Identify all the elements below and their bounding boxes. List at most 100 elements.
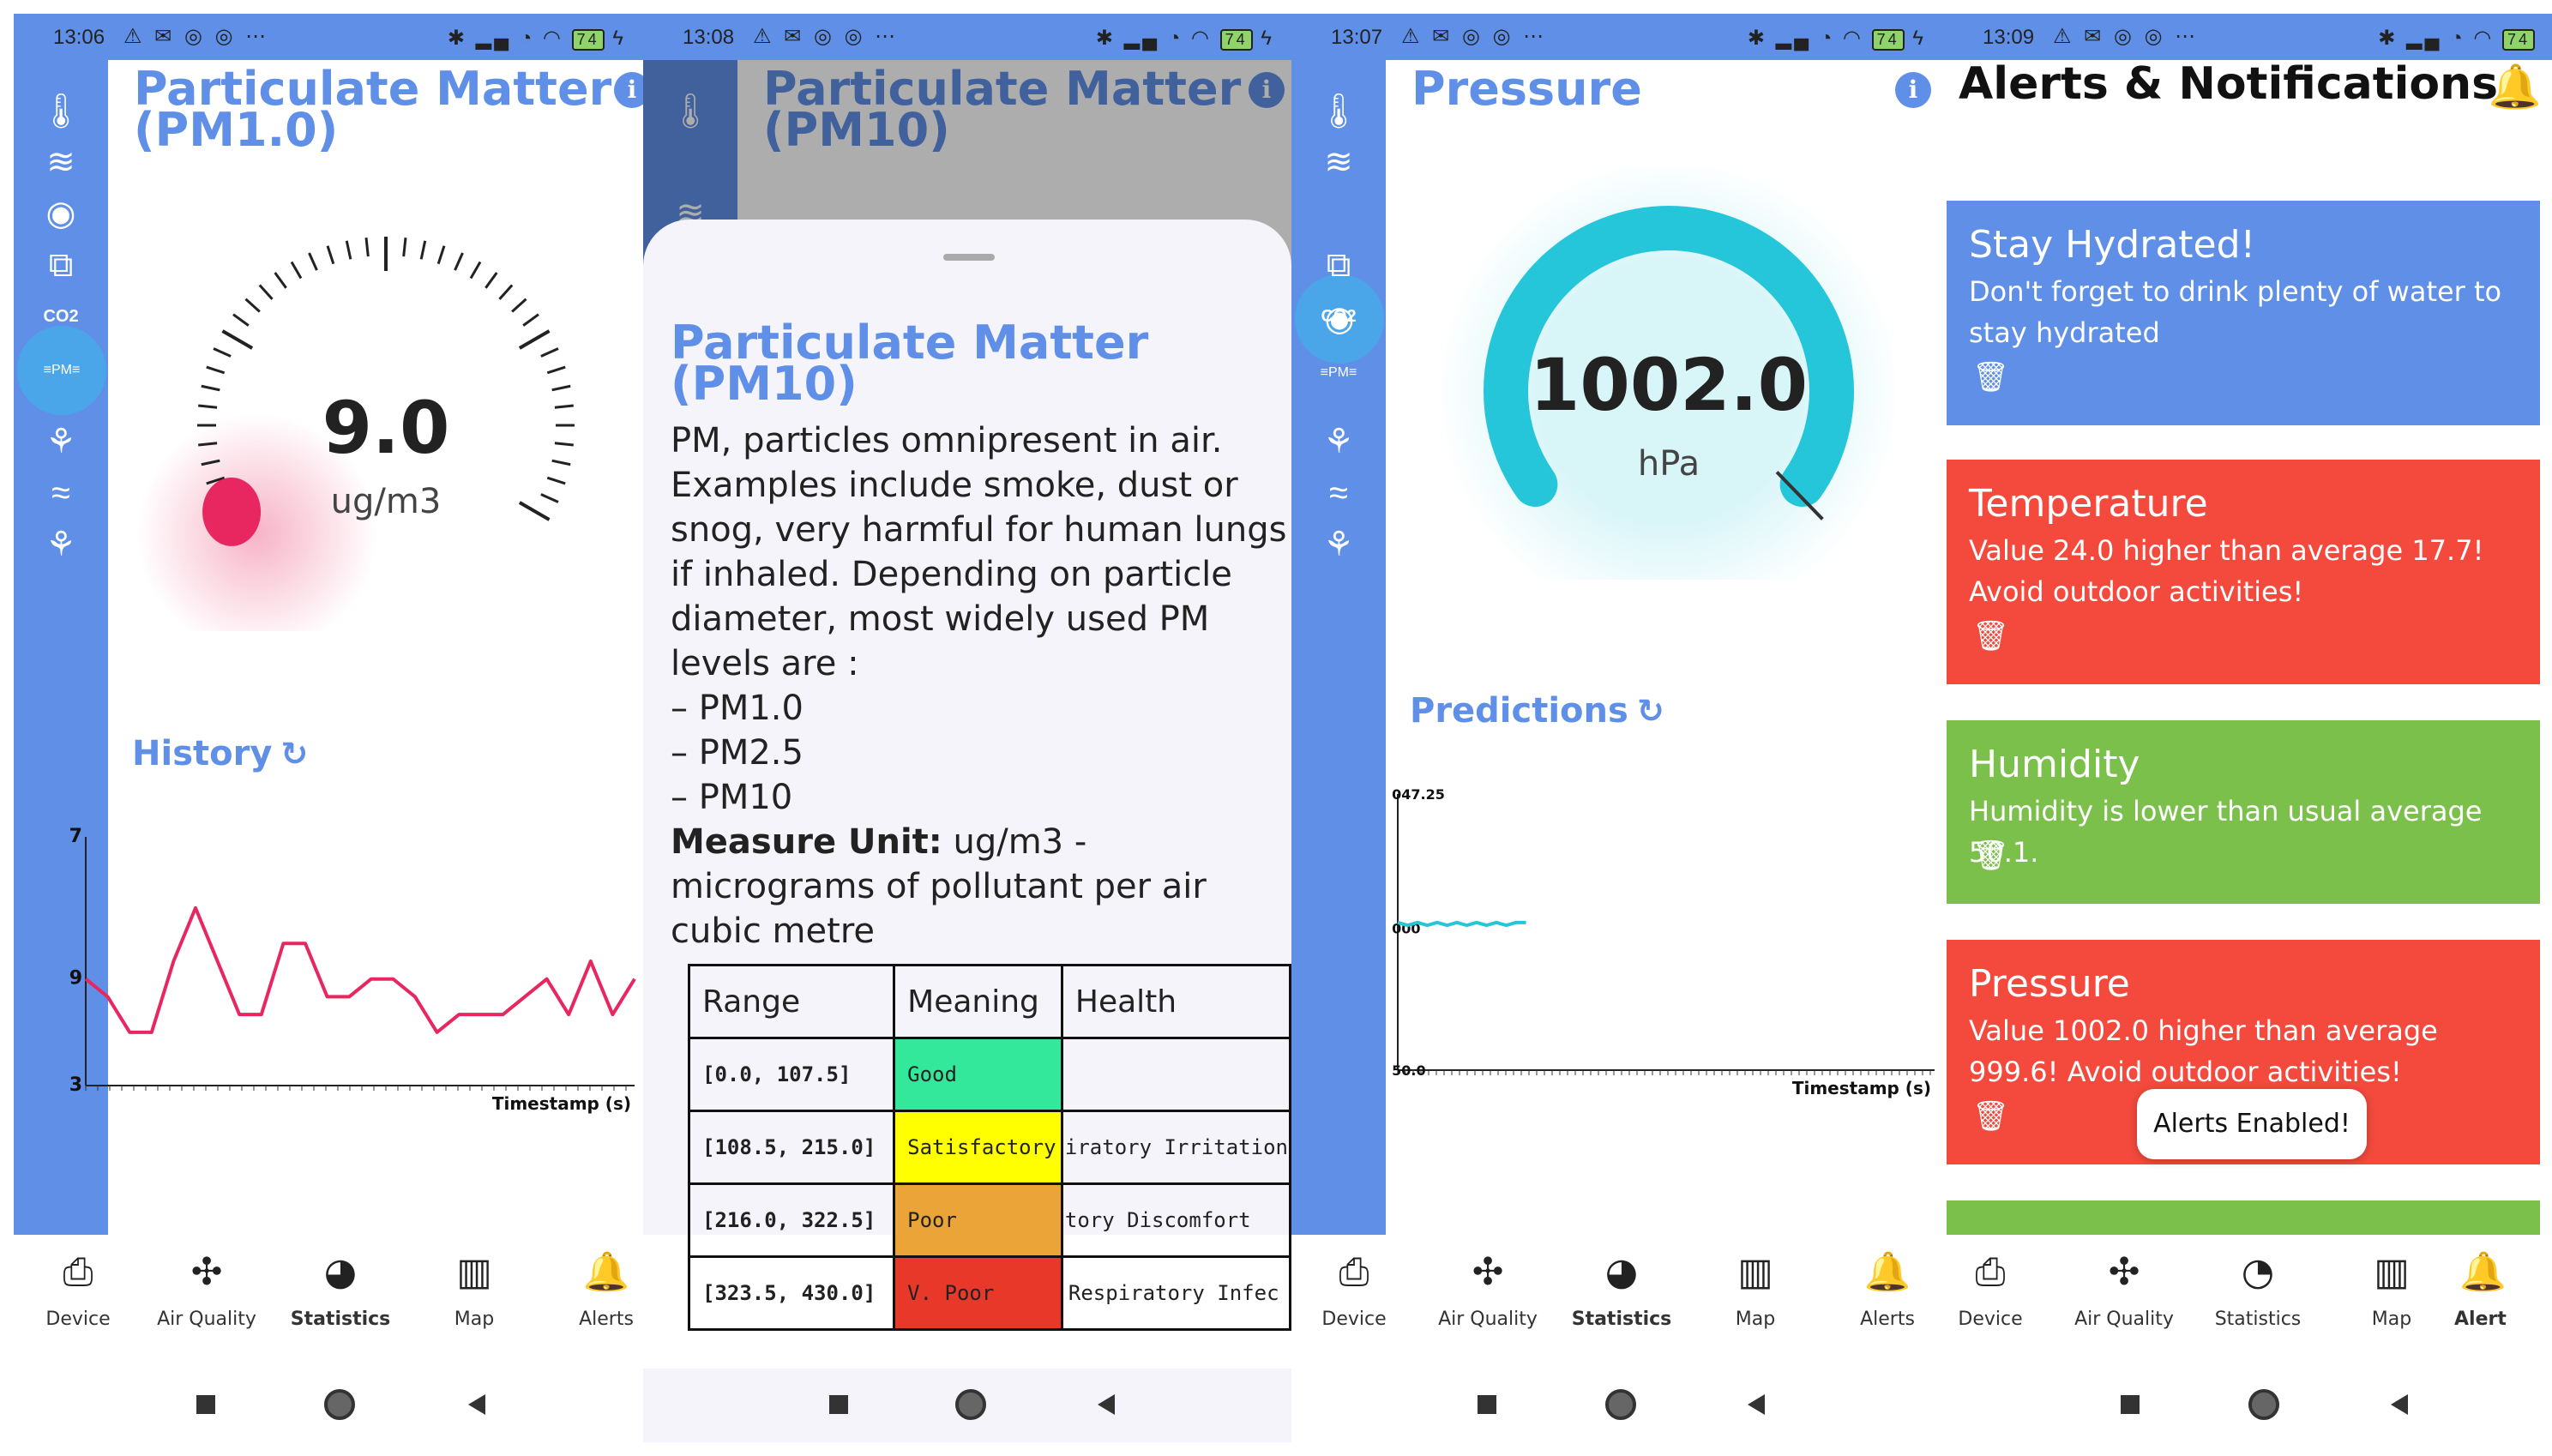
meaning-cell: V. Poor (893, 1255, 1063, 1331)
y-tick-label: 950.0 (1391, 1062, 1426, 1079)
nav-map[interactable]: ▥ Map (2327, 1247, 2456, 1330)
table-header: Range (687, 964, 896, 1039)
molecule-icon[interactable]: ⚘ (45, 423, 76, 460)
back-button[interactable] (1089, 1387, 1123, 1422)
trash-icon[interactable]: 🗑 (1972, 360, 2010, 394)
pie-chart-icon: ◕ (1604, 1250, 1639, 1294)
battery-icon: 74 (571, 29, 605, 51)
nav-air-quality[interactable]: ✣ Air Quality (2060, 1247, 2188, 1330)
chart-icon[interactable]: ⧉ (1326, 245, 1351, 284)
gauge-tick (206, 365, 226, 375)
humidity-icon[interactable]: ≋ (1324, 143, 1353, 181)
chart-icon[interactable]: ⧉ (48, 245, 74, 284)
system-nav-bar (1291, 1369, 1943, 1442)
pm-icon[interactable]: ≡PM≡ (17, 326, 106, 415)
co2-icon[interactable]: CO2 (43, 306, 79, 326)
system-status-icons: ✱ ▂▄ ◔ ◠ 74 ϟ (1747, 27, 1926, 51)
molecule-icon-2[interactable]: ⚘ (1323, 526, 1354, 563)
battery-icon: 74 (1219, 29, 1253, 51)
gauge-tick (364, 238, 370, 257)
map-icon: ▥ (456, 1250, 492, 1294)
drag-handle[interactable] (943, 254, 995, 261)
gauge-tick (518, 329, 551, 350)
humidity-icon[interactable]: ≋ (46, 143, 75, 181)
bell-icon: 🔔 (582, 1250, 630, 1294)
table-header-row: Range Meaning Health (687, 964, 1291, 1039)
recents-button[interactable] (2113, 1387, 2147, 1422)
page-title: Particulate Matter (PM1.0) (134, 62, 612, 157)
nav-alerts[interactable]: 🔔 Alerts (542, 1247, 643, 1330)
molecule-icon[interactable]: ⚘ (1323, 423, 1354, 460)
alert-message: Value 1002.0 higher than average 999.6! … (1969, 1014, 2438, 1088)
nav-device[interactable]: ⎙ Device (1291, 1247, 1418, 1330)
nav-statistics[interactable]: ◔ Statistics (2194, 1247, 2322, 1330)
trash-icon[interactable]: 🗑 (1972, 1099, 2010, 1134)
pie-chart-icon: ◔ (2241, 1250, 2275, 1294)
alert-title: Temperature (1969, 482, 2208, 526)
health-cell: Respiratory Infec (1060, 1255, 1291, 1331)
table-row: [323.5, 430.0] V. Poor Respiratory Infec (687, 1255, 1291, 1331)
series-line (1397, 920, 1526, 928)
info-icon[interactable]: i (1249, 72, 1285, 108)
refresh-icon[interactable]: ↻ (280, 735, 309, 773)
home-button[interactable] (1604, 1387, 1638, 1422)
device-icon: ⎙ (1975, 1250, 2006, 1294)
home-button[interactable] (954, 1387, 988, 1422)
system-nav-bar (1943, 1369, 2552, 1442)
toast-message: Alerts Enabled! (2137, 1089, 2367, 1159)
pm-icon[interactable]: ≡PM≡ (1320, 365, 1357, 380)
nav-device[interactable]: ⎙ Device (1943, 1247, 2055, 1330)
series-line (84, 905, 636, 1034)
page-title: Particulate Matter (PM10) (763, 62, 1242, 157)
co2-icon[interactable]: CO2 (1321, 306, 1357, 326)
info-icon[interactable]: i (614, 72, 643, 108)
pressure-icon[interactable]: ◉ (45, 195, 76, 232)
trash-icon[interactable]: 🗑 (1972, 839, 2010, 873)
recents-button[interactable] (189, 1387, 223, 1422)
thermometer-icon[interactable]: 🌡 (39, 92, 83, 130)
gauge-tick (198, 442, 218, 447)
thermometer-icon[interactable]: 🌡 (1316, 92, 1361, 130)
table-header: Meaning (893, 964, 1063, 1039)
back-button[interactable] (460, 1387, 494, 1422)
pressure-icon[interactable]: ◉ (1295, 274, 1384, 364)
wind-icon[interactable]: ≈ (1329, 473, 1348, 512)
nav-map[interactable]: ▥ Map (1691, 1247, 1820, 1330)
gauge-tick (232, 313, 250, 327)
gauge-tick (469, 261, 482, 280)
back-button[interactable] (2382, 1387, 2417, 1422)
home-button[interactable] (2247, 1387, 2281, 1422)
table-row: [216.0, 322.5] Poor tory Discomfort (687, 1182, 1291, 1258)
gauge-tick (522, 313, 539, 327)
back-button[interactable] (1739, 1387, 1773, 1422)
nav-alerts[interactable]: 🔔 Alert (2454, 1247, 2552, 1330)
nav-statistics[interactable]: ◕ Statistics (1557, 1247, 1686, 1330)
nav-alerts[interactable]: 🔔 Alerts (1823, 1247, 1943, 1330)
bell-icon: 🔔 (2459, 1250, 2507, 1294)
gauge-tick (258, 284, 274, 300)
alert-card: Temperature Value 24.0 higher than avera… (1947, 460, 2540, 684)
thermometer-icon[interactable]: 🌡 (668, 92, 713, 130)
status-time: 13:06 (53, 26, 105, 49)
refresh-icon[interactable]: ↻ (1636, 692, 1664, 730)
recents-button[interactable] (822, 1387, 856, 1422)
wind-icon[interactable]: ≈ (51, 473, 70, 512)
history-title: History ↻ (132, 734, 309, 773)
alert-card: Humidity Humidity is lower than usual av… (1947, 720, 2540, 904)
trash-icon[interactable]: 🗑 (1972, 619, 2010, 653)
system-status-icons: ✱ ▂▄ ◔ ◠ 74 (2378, 26, 2535, 51)
recents-button[interactable] (1470, 1387, 1504, 1422)
gauge-tick (554, 404, 574, 409)
nav-map[interactable]: ▥ Map (410, 1247, 539, 1330)
info-icon[interactable]: i (1895, 72, 1931, 108)
nav-air-quality[interactable]: ✣ Air Quality (1423, 1247, 1552, 1330)
gauge-tick (551, 384, 571, 392)
home-button[interactable] (322, 1387, 357, 1422)
nav-statistics[interactable]: ◕ Statistics (276, 1247, 405, 1330)
y-tick-label: 9 (69, 968, 82, 990)
molecule-icon-2[interactable]: ⚘ (45, 526, 76, 563)
nav-air-quality[interactable]: ✣ Air Quality (142, 1247, 271, 1330)
bell-icon[interactable]: 🔔 (2488, 63, 2542, 111)
nav-device[interactable]: ⎙ Device (14, 1247, 142, 1330)
gauge-tick (498, 284, 514, 300)
